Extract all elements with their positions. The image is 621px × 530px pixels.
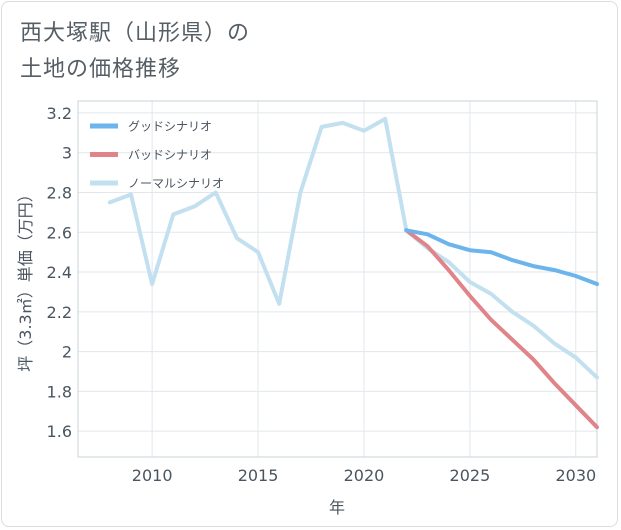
legend-label: ノーマルシナリオ: [128, 177, 224, 191]
series-line-1: [404, 228, 599, 430]
x-tick-label: 2030: [555, 466, 596, 485]
y-tick-label: 3: [62, 144, 72, 163]
x-tick-label: 2025: [450, 466, 491, 485]
x-tick-label: 2020: [344, 466, 385, 485]
chart-title: 西大塚駅（山形県）の 土地の価格推移: [20, 16, 250, 88]
legend-label: グッドシナリオ: [128, 120, 212, 134]
y-axis-title: 坪（3.3㎡）単価（万円）: [16, 186, 35, 371]
y-axis: 1.6 1.8 2 2.2 2.4 2.6 2.8 3 3.2: [47, 104, 72, 441]
chart-title-line-1: 西大塚駅（山形県）の: [20, 21, 251, 46]
x-tick-label: 2015: [238, 466, 279, 485]
x-axis-title: 年: [329, 498, 345, 517]
plot-frame: [77, 100, 598, 458]
series-line-0: [404, 228, 599, 286]
y-tick-label: 3.2: [47, 104, 72, 123]
series-line-2: [107, 116, 599, 380]
chart-title-line-2: 土地の価格推移: [20, 57, 182, 82]
x-tick-label: 2010: [132, 466, 173, 485]
grid: [78, 101, 597, 457]
y-tick-label: 1.8: [47, 382, 72, 401]
y-tick-label: 2.8: [47, 183, 72, 202]
y-tick-label: 2.4: [47, 263, 72, 282]
y-tick-label: 1.6: [47, 422, 72, 441]
legend-label: バッドシナリオ: [128, 148, 212, 162]
series-lines: [107, 116, 599, 430]
y-tick-label: 2.6: [47, 223, 72, 242]
x-axis: 2010 2015 2020 2025 2030: [132, 466, 596, 485]
y-tick-label: 2: [62, 343, 72, 362]
y-tick-label: 2.2: [47, 303, 72, 322]
